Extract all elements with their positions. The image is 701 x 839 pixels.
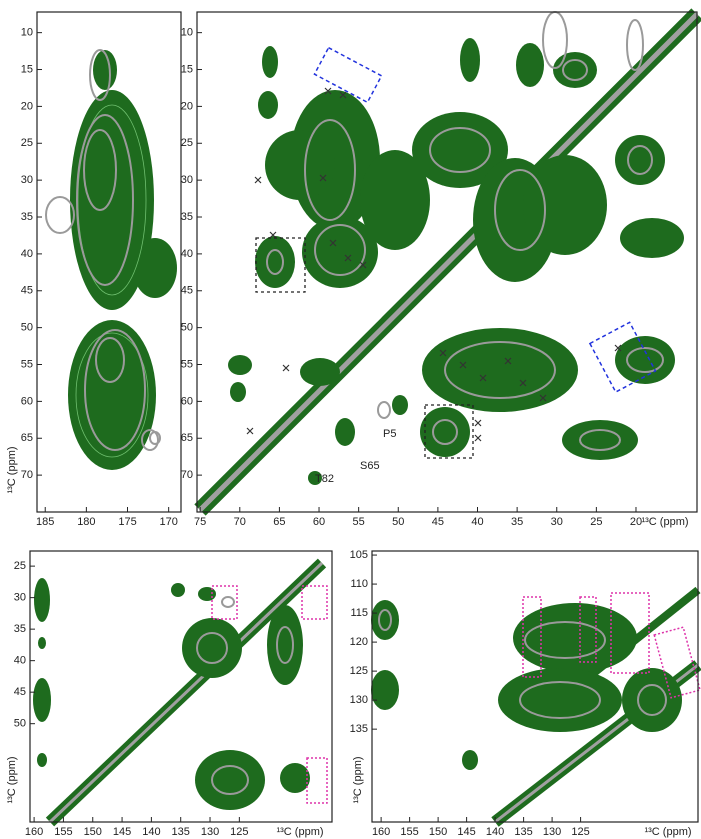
x-tick-label: 45 xyxy=(432,516,444,528)
y-tick-label: 10 xyxy=(21,27,33,39)
x-tick-label: 55 xyxy=(353,516,365,528)
x-tick-label: 155 xyxy=(400,826,418,838)
y-tick-label: 20 xyxy=(21,100,33,112)
y-tick-label: 55 xyxy=(21,358,33,370)
y-tick-label: 10 xyxy=(181,27,193,39)
y-tick-label: 35 xyxy=(14,623,26,635)
y-tick-label: 60 xyxy=(21,395,33,407)
y-tick-label: 40 xyxy=(181,248,193,260)
y-tick-label: 60 xyxy=(181,395,193,407)
x-tick-label: 160 xyxy=(372,826,390,838)
annotation: P5 xyxy=(383,428,396,440)
x-tick-label: 50 xyxy=(392,516,404,528)
x-axis-label: ¹³C (ppm) xyxy=(276,826,323,838)
y-tick-label: 40 xyxy=(21,248,33,260)
y-tick-label: 30 xyxy=(181,174,193,186)
x-tick-label: 60 xyxy=(313,516,325,528)
x-tick-label: 160 xyxy=(25,826,43,838)
y-tick-label: 115 xyxy=(350,607,368,619)
x-tick-label: 125 xyxy=(230,826,248,838)
y-tick-label: 45 xyxy=(21,285,33,297)
x-tick-label: 180 xyxy=(77,516,95,528)
annotation: T82 xyxy=(315,473,334,485)
x-tick-label: 150 xyxy=(84,826,102,838)
x-tick-label: 155 xyxy=(54,826,72,838)
y-tick-label: 35 xyxy=(21,211,33,223)
x-tick-label: 125 xyxy=(571,826,589,838)
y-tick-label: 25 xyxy=(14,560,26,572)
y-tick-label: 105 xyxy=(350,549,368,561)
y-tick-label: 35 xyxy=(181,211,193,223)
x-tick-label: 130 xyxy=(543,826,561,838)
x-tick-label: 75 xyxy=(194,516,206,528)
x-tick-label: 35 xyxy=(511,516,523,528)
x-tick-label: 135 xyxy=(172,826,190,838)
y-tick-label: 135 xyxy=(350,723,368,735)
x-tick-label: 20 xyxy=(630,516,642,528)
y-tick-label: 30 xyxy=(14,592,26,604)
y-tick-label: 50 xyxy=(181,322,193,334)
x-tick-label: 140 xyxy=(486,826,504,838)
y-tick-label: 30 xyxy=(21,174,33,186)
x-tick-label: 175 xyxy=(118,516,136,528)
y-tick-label: 65 xyxy=(21,432,33,444)
y-tick-label: 125 xyxy=(350,665,368,677)
y-tick-label: 45 xyxy=(181,285,193,297)
x-axis-label: ¹³C (ppm) xyxy=(641,516,688,528)
x-tick-label: 30 xyxy=(551,516,563,528)
x-tick-label: 135 xyxy=(514,826,532,838)
y-tick-label: 25 xyxy=(21,137,33,149)
y-tick-label: 65 xyxy=(181,432,193,444)
x-tick-label: 70 xyxy=(234,516,246,528)
y-tick-label: 50 xyxy=(21,322,33,334)
x-tick-label: 65 xyxy=(273,516,285,528)
y-tick-label: 70 xyxy=(21,469,33,481)
x-tick-label: 40 xyxy=(471,516,483,528)
y-tick-label: 110 xyxy=(350,578,368,590)
x-tick-label: 145 xyxy=(457,826,475,838)
x-tick-label: 130 xyxy=(201,826,219,838)
x-tick-label: 150 xyxy=(429,826,447,838)
x-tick-label: 170 xyxy=(159,516,177,528)
y-axis-label: ¹³C (ppm) xyxy=(6,446,18,493)
x-tick-label: 25 xyxy=(590,516,602,528)
y-tick-label: 70 xyxy=(181,469,193,481)
y-tick-label: 15 xyxy=(21,63,33,75)
y-axis-label: ¹³C (ppm) xyxy=(352,756,364,803)
y-tick-label: 50 xyxy=(14,718,26,730)
x-tick-label: 145 xyxy=(113,826,131,838)
annotation: S65 xyxy=(360,460,380,472)
x-tick-label: 140 xyxy=(142,826,160,838)
y-tick-label: 20 xyxy=(181,100,193,112)
y-tick-label: 40 xyxy=(14,655,26,667)
y-tick-label: 45 xyxy=(14,686,26,698)
y-tick-label: 130 xyxy=(350,694,368,706)
y-tick-label: 25 xyxy=(181,137,193,149)
y-axis-label: ¹³C (ppm) xyxy=(6,756,18,803)
y-tick-label: 55 xyxy=(181,358,193,370)
x-axis-label: ¹³C (ppm) xyxy=(644,826,691,838)
y-tick-label: 120 xyxy=(350,636,368,648)
figure: P5 S65 T82 185 180 175 170 10 15 20 25 30 35 40 45 5… xyxy=(0,0,701,839)
x-tick-label: 185 xyxy=(36,516,54,528)
y-tick-label: 15 xyxy=(181,63,193,75)
